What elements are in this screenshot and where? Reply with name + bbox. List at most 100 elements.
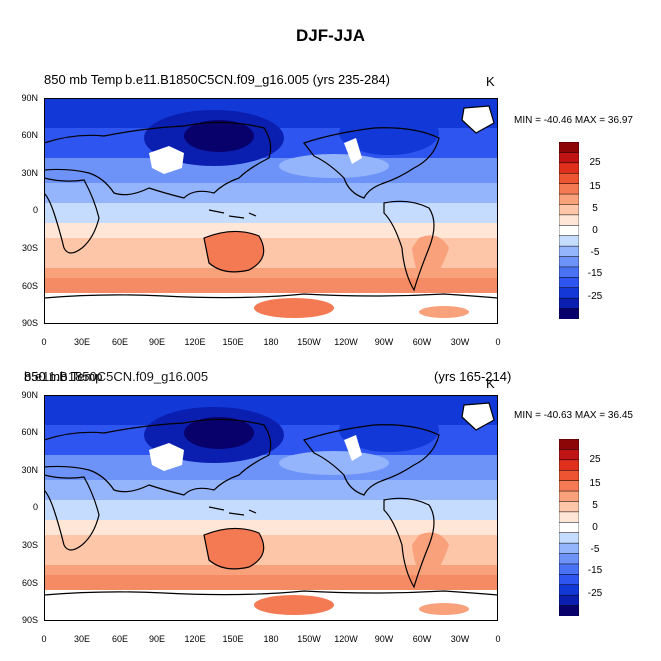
colorbar-cell: [559, 542, 579, 555]
colorbar-cell: [559, 469, 579, 482]
colorbar-cell: [559, 142, 579, 153]
p2-lat-0: 0: [32, 502, 38, 512]
coast-namerica: [303, 127, 440, 199]
p2-cb-m5: -5: [590, 544, 600, 555]
p2-lat-90s: 90S: [21, 615, 38, 625]
colorbar-cell: [559, 214, 579, 226]
p2-lon-60e: 60E: [111, 634, 128, 644]
coast-greenland: [461, 105, 495, 134]
colorbar-cell: [559, 162, 579, 174]
coast-samerica: [383, 200, 435, 292]
p2-lat-30s: 30S: [21, 540, 38, 550]
p2-lon-30e: 30E: [73, 634, 90, 644]
coast-namerica: [303, 424, 440, 496]
coast-australia: [203, 527, 265, 570]
band-mid-north: [44, 158, 498, 183]
panel1-left-title: 850 mb Temp: [44, 72, 123, 87]
p2-lon-120w: 120W: [334, 634, 358, 644]
p2-lon-0-end: 0: [495, 634, 501, 644]
p2-lon-0: 0: [41, 634, 47, 644]
colorbar-cell: [559, 225, 579, 237]
p1-cb-15: 15: [589, 181, 601, 192]
p2-lon-60w: 60W: [412, 634, 432, 644]
p1-lon-120e: 120E: [184, 337, 206, 347]
colorbar-cell: [559, 449, 579, 461]
siberia-cold-center: [184, 120, 254, 152]
panel1-map: [44, 98, 498, 324]
coast-indonesia: [208, 209, 257, 219]
coast-antarctica: [44, 590, 498, 596]
coast-eurasia: [44, 418, 272, 496]
coast-greenland: [461, 402, 495, 431]
band-tropics: [44, 203, 498, 223]
tibet-mask: [149, 146, 184, 174]
colorbar-cell: [559, 235, 579, 247]
panel1-units: K: [486, 74, 495, 89]
colorbar-cell: [559, 297, 579, 310]
namerica-cold: [339, 111, 439, 155]
colorbar-cell: [559, 277, 579, 289]
rockies-mask: [344, 435, 362, 461]
colorbar-cell: [559, 204, 579, 216]
p2-lat-60s: 60S: [21, 578, 38, 588]
band-mid-north: [44, 455, 498, 480]
colorbar-cell: [559, 511, 579, 523]
p2-lon-30w: 30W: [450, 634, 470, 644]
p2-lon-150e: 150E: [222, 634, 244, 644]
p2-cb-m15: -15: [587, 565, 603, 576]
colorbar-cell: [559, 532, 579, 544]
p2-cb-15: 15: [589, 478, 601, 489]
colorbar-cell: [559, 584, 579, 596]
coast-australia: [203, 230, 265, 273]
p1-lon-60w: 60W: [412, 337, 432, 347]
panel2-colorbar: [559, 439, 579, 616]
coast-africa: [44, 474, 100, 551]
greenland-mask: [462, 403, 494, 430]
p1-cb-m15: -15: [587, 268, 603, 279]
panel2-map: [44, 395, 498, 621]
p1-lat-60n: 60N: [21, 130, 38, 140]
p1-lat-60s: 60S: [21, 281, 38, 291]
colorbar-cell: [559, 256, 579, 268]
p1-lat-30n: 30N: [21, 168, 38, 178]
panel2-left-title: 850 mb Temp: [24, 369, 103, 384]
rockies-mask: [344, 138, 362, 164]
colorbar-cell: [559, 287, 579, 299]
antarctic-warm-2: [419, 603, 469, 615]
p1-lon-30e: 30E: [73, 337, 90, 347]
colorbar-cell: [559, 266, 579, 278]
p1-lon-0-end: 0: [495, 337, 501, 347]
p1-cb-m25: -25: [587, 291, 603, 302]
p1-lat-90n: 90N: [21, 93, 38, 103]
samerica-warm: [412, 532, 449, 585]
panel2-units: K: [486, 376, 495, 391]
p1-lon-150w: 150W: [297, 337, 321, 347]
southern-ocean-warm: [44, 278, 498, 293]
tibet-mask: [149, 443, 184, 471]
samerica-warm: [412, 235, 449, 288]
coast-samerica: [383, 497, 435, 589]
colorbar-cell: [559, 490, 579, 503]
panel1-stats: MIN = -40.46 MAX = 36.97: [514, 115, 633, 126]
coast-africa: [44, 177, 100, 254]
p2-lat-30n: 30N: [21, 465, 38, 475]
pacific-mild-tongue: [279, 451, 389, 475]
coast-indonesia: [208, 506, 257, 516]
p2-cb-m25: -25: [587, 588, 603, 599]
panel2-right-title: (yrs 165-214): [434, 369, 512, 384]
p2-lon-120e: 120E: [184, 634, 206, 644]
p1-lon-30w: 30W: [450, 337, 470, 347]
p2-lon-90e: 90E: [148, 634, 165, 644]
australia-warm: [204, 231, 264, 272]
antarctic-warm-2: [419, 306, 469, 318]
p2-lat-60n: 60N: [21, 427, 38, 437]
p2-lon-90w: 90W: [374, 634, 394, 644]
colorbar-cell: [559, 574, 579, 586]
p1-lon-60e: 60E: [111, 337, 128, 347]
p2-cb-5: 5: [592, 500, 598, 511]
band-subtropic-north: [44, 183, 498, 203]
p1-lon-0: 0: [41, 337, 47, 347]
antarctic-warm-1: [254, 298, 334, 318]
p1-lat-90s: 90S: [21, 318, 38, 328]
colorbar-cell: [559, 553, 579, 565]
